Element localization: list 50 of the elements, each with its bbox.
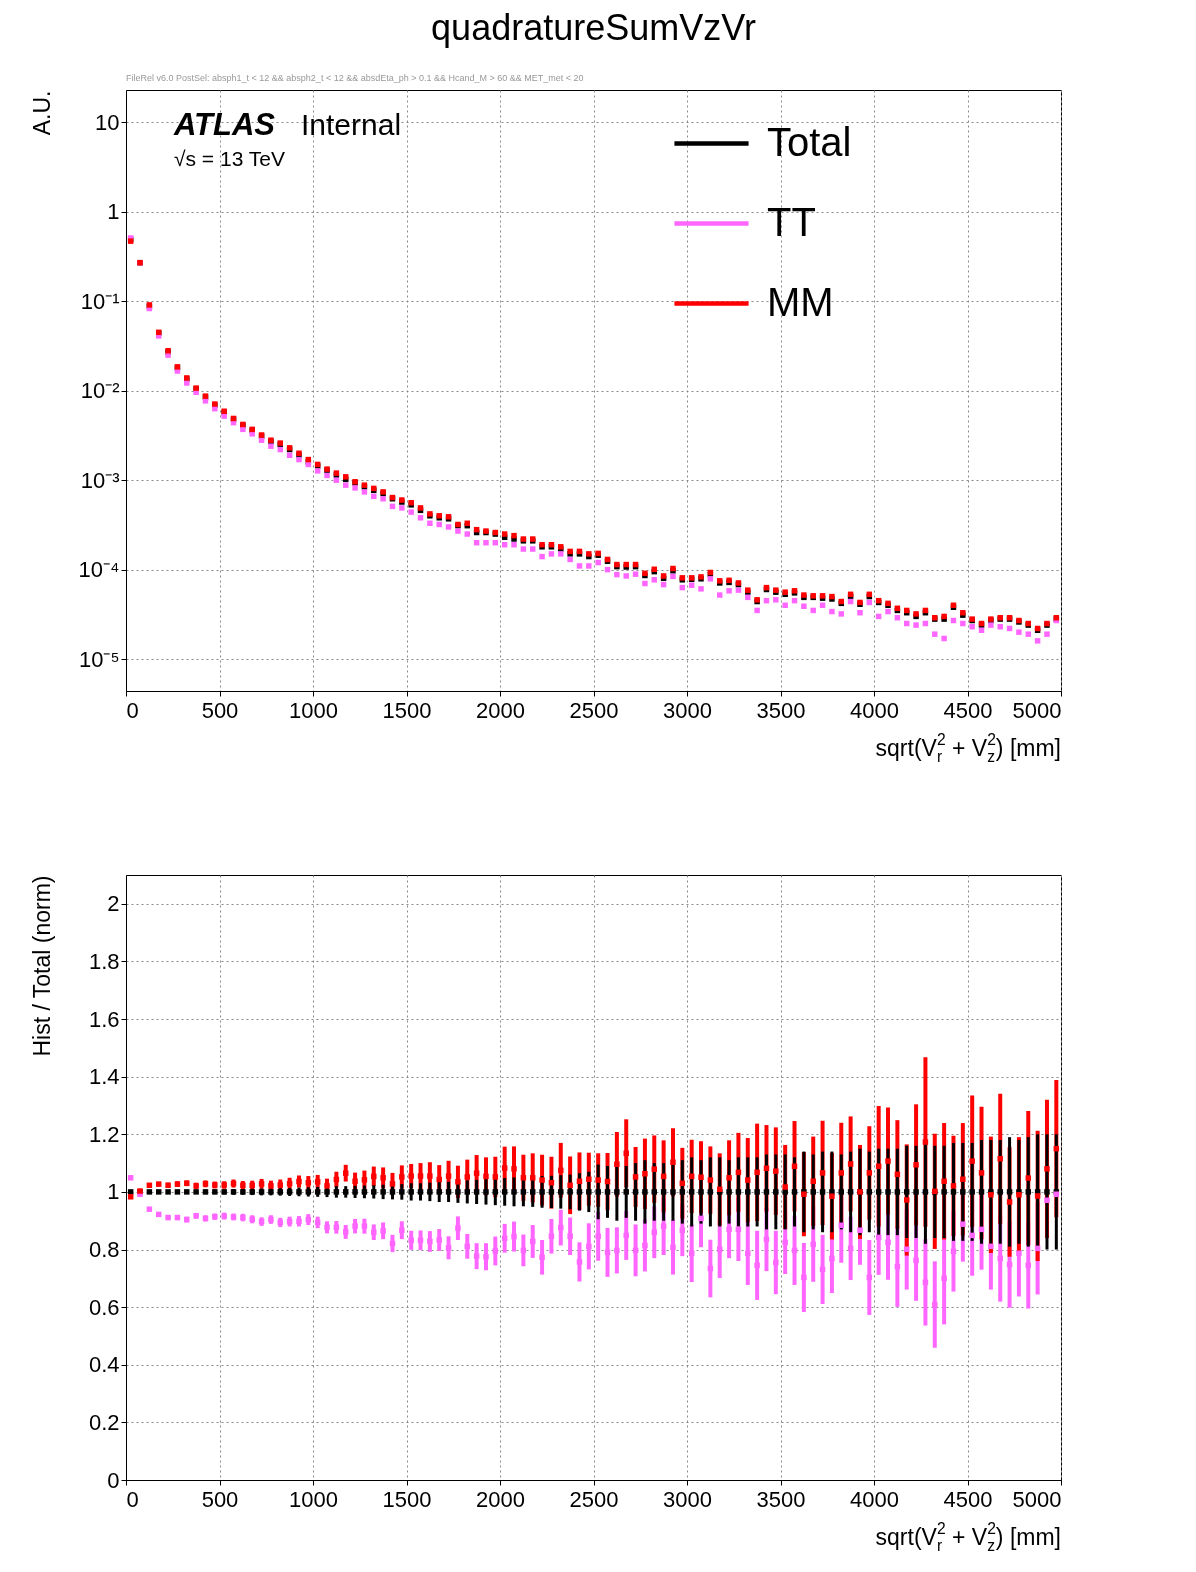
y-tick-label: 10⁻¹ xyxy=(80,288,120,314)
annotation: Internal xyxy=(301,108,402,141)
x-tick-label: 3000 xyxy=(663,1486,712,1512)
y-tick-label: 10⁻⁴ xyxy=(78,557,120,583)
x-tick-label: 4500 xyxy=(943,1486,993,1512)
x-tick-label: 4000 xyxy=(850,1486,899,1512)
y-tick-label: 10⁻³ xyxy=(80,467,120,493)
y-tick-label: 1.6 xyxy=(88,1006,120,1032)
y-tick-label: 1.4 xyxy=(88,1064,120,1090)
x-tick-label: 1000 xyxy=(289,1486,338,1512)
y-tick-label: 1 xyxy=(107,199,120,225)
x-tick-label: 500 xyxy=(201,697,239,723)
x-tick-label: 4000 xyxy=(850,697,899,723)
chart-title: quadratureSumVzVr xyxy=(431,7,756,48)
y-tick-label: 0.6 xyxy=(88,1294,120,1320)
x-tick-label: 500 xyxy=(201,1486,239,1512)
x-tick-label: 0 xyxy=(126,697,139,723)
y-axis-title: Hist / Total (norm) xyxy=(28,875,55,1057)
y-tick-label: 2 xyxy=(107,891,120,917)
y-tick-label: 10⁻² xyxy=(80,378,120,404)
x-tick-label: 2500 xyxy=(569,697,619,723)
y-tick-label: 1.2 xyxy=(88,1121,120,1147)
x-tick-label: 5000 xyxy=(1012,697,1062,723)
x-tick-label: 3500 xyxy=(756,1486,806,1512)
y-tick-label: 0.8 xyxy=(88,1237,120,1263)
legend-label: Total xyxy=(767,119,852,164)
text: FileRel v6.0 PostSel: absph1_t < 12 && absph2_t < 12 && absdEta_ph > 0.1 && Hcand_M > 60 && MET_met < 20 xyxy=(126,73,584,83)
y-tick-label: 10 xyxy=(95,109,120,135)
x-tick-label: 0 xyxy=(126,1486,139,1512)
legend-label: TT xyxy=(767,199,816,244)
x-tick-label: 5000 xyxy=(1012,1486,1062,1512)
y-tick-label: 0.2 xyxy=(88,1409,120,1435)
y-tick-label: 0.4 xyxy=(88,1352,120,1378)
annotation: √s = 13 TeV xyxy=(174,147,285,170)
x-tick-label: 2500 xyxy=(569,1486,619,1512)
y-tick-label: 1 xyxy=(107,1179,120,1205)
y-axis-title: A.U. xyxy=(28,90,55,136)
x-tick-label: 4500 xyxy=(943,697,993,723)
x-tick-label: 3500 xyxy=(756,697,806,723)
y-tick-label: 0 xyxy=(107,1467,120,1493)
legend-label: MM xyxy=(767,279,834,324)
x-tick-label: 2000 xyxy=(476,697,525,723)
x-tick-label: 2000 xyxy=(476,1486,525,1512)
x-tick-label: 1000 xyxy=(289,697,338,723)
x-tick-label: 1500 xyxy=(382,697,432,723)
x-tick-label: 3000 xyxy=(663,697,712,723)
y-tick-label: 1.8 xyxy=(88,948,120,974)
x-tick-label: 1500 xyxy=(382,1486,432,1512)
y-tick-label: 10⁻⁵ xyxy=(78,646,120,672)
annotation: ATLAS xyxy=(173,107,276,142)
